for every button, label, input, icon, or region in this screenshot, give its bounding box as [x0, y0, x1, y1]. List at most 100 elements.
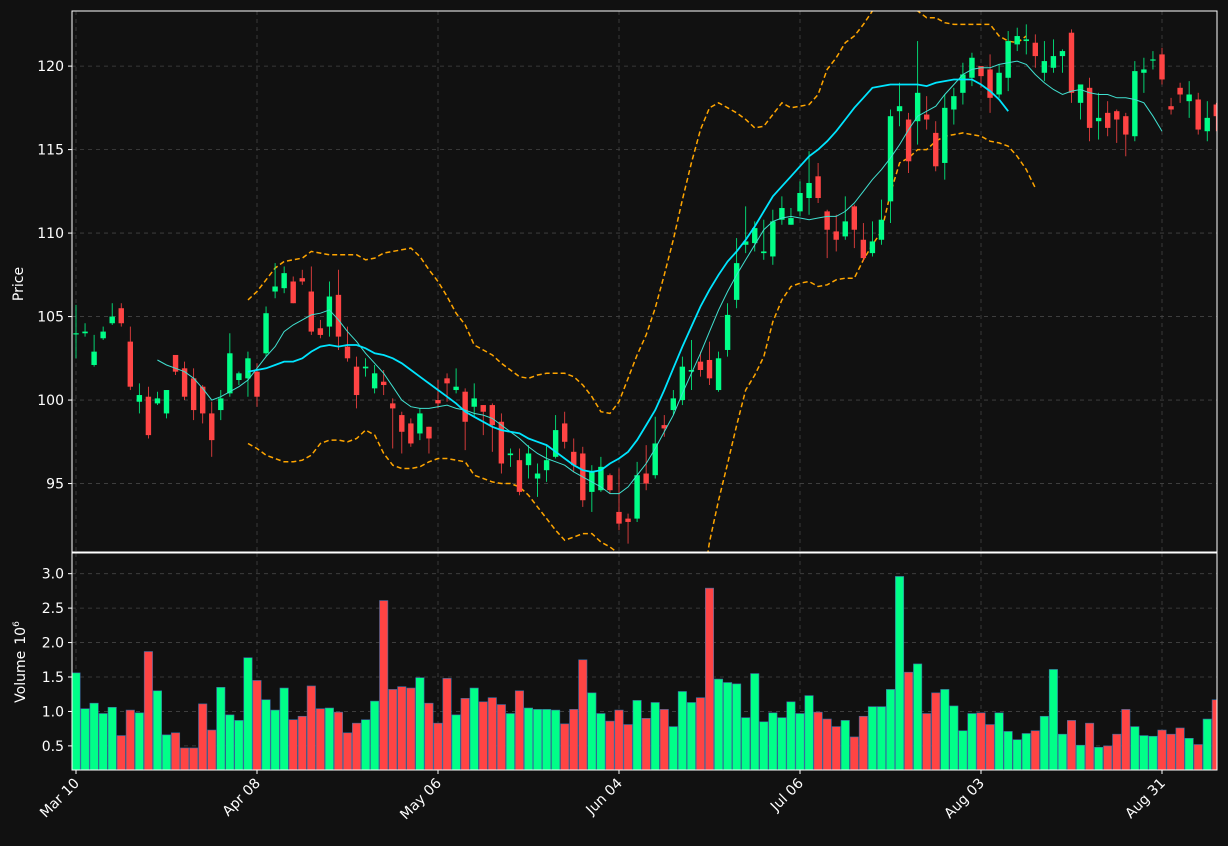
candle-body: [344, 346, 351, 359]
candle-body: [127, 341, 133, 387]
candle-body: [371, 373, 378, 389]
candle-body: [163, 390, 170, 414]
candle-body: [815, 176, 821, 199]
candle-body: [1204, 117, 1210, 132]
candle-body: [896, 106, 903, 112]
volume-tick-label: 0.5: [42, 739, 64, 755]
volume-axis-label: Volume 106: [12, 621, 29, 703]
candle-body: [571, 451, 577, 466]
volume-bar: [1003, 731, 1013, 770]
volume-bar: [623, 724, 633, 770]
volume-bar: [315, 708, 325, 770]
volume-bar: [116, 735, 126, 770]
candle-body: [145, 396, 152, 436]
price-tick-label: 110: [37, 226, 64, 242]
candle-body: [652, 443, 658, 476]
volume-bar: [80, 708, 90, 770]
candle-body: [878, 219, 885, 240]
volume-bar: [442, 678, 452, 770]
candle-body: [933, 132, 939, 167]
volume-bar: [433, 722, 443, 770]
candle-body: [1213, 104, 1217, 117]
candle-body: [761, 251, 767, 254]
volume-bar: [234, 720, 244, 770]
volume-label-exponent-power: 6: [12, 621, 22, 627]
price-tick-label: 120: [37, 59, 64, 75]
candle-body: [1177, 87, 1183, 95]
volume-bar: [741, 717, 751, 770]
candle-body: [670, 398, 676, 411]
moving-averages: [157, 60, 1163, 495]
volume-bar: [361, 719, 371, 770]
volume-bar: [352, 722, 362, 770]
candle-body: [743, 241, 749, 245]
volume-bar: [1130, 726, 1140, 770]
candle-body: [1195, 99, 1201, 130]
candle-body: [1014, 36, 1020, 45]
volume-bar: [252, 680, 262, 770]
candle-body: [1168, 106, 1174, 110]
volume-bar: [1193, 744, 1203, 770]
volume-bar: [632, 700, 642, 770]
volume-bar: [967, 713, 977, 770]
volume-bar: [976, 712, 986, 770]
volume-bar: [288, 719, 298, 770]
candle-body: [426, 426, 432, 439]
volume-bar: [1085, 722, 1095, 770]
volume-bar: [1030, 730, 1040, 770]
candle-body: [752, 228, 758, 244]
candle-body: [136, 395, 143, 402]
volume-bar: [777, 717, 787, 770]
candle-body: [842, 221, 848, 237]
volume-bar: [1148, 735, 1158, 770]
volume-bar: [134, 712, 144, 770]
volume-bar: [994, 712, 1004, 770]
candle-body: [181, 368, 188, 397]
volume-bar: [958, 730, 968, 770]
volume-bars: [72, 576, 1217, 770]
volume-bar: [949, 705, 959, 770]
volume-bar: [614, 709, 624, 770]
candle-body: [109, 316, 115, 324]
candle-body: [381, 381, 387, 386]
candle-body: [643, 473, 649, 484]
volume-tick-label: 2.5: [42, 601, 64, 617]
volume-bar: [306, 685, 316, 770]
volume-bar: [596, 713, 606, 770]
candle-body: [100, 331, 106, 339]
volume-bar: [207, 729, 217, 770]
volume-bar: [478, 701, 488, 770]
volume-bar: [931, 692, 941, 770]
candle-body: [1059, 51, 1066, 57]
volume-bar: [1157, 729, 1167, 770]
candle-body: [887, 116, 894, 202]
candle-body: [254, 371, 260, 397]
candle-body: [272, 286, 278, 292]
volume-bar: [867, 706, 877, 770]
volume-bar: [216, 687, 226, 770]
candle-body: [408, 423, 414, 444]
candle-body: [634, 475, 640, 519]
candle-body: [525, 453, 532, 466]
volume-bar: [143, 651, 153, 770]
candle-body: [498, 421, 505, 464]
volume-bar: [460, 698, 470, 770]
volume-bar: [496, 704, 506, 770]
volume-bar: [89, 702, 99, 770]
candle-body: [209, 413, 215, 441]
candle-body: [1159, 54, 1165, 80]
volume-bar: [107, 707, 117, 770]
candle-body: [1032, 42, 1038, 57]
candle-body: [562, 423, 568, 442]
candle-body: [362, 366, 369, 369]
candle-body: [679, 366, 686, 401]
candle-body: [227, 353, 233, 394]
volume-bar: [324, 707, 334, 770]
volume-bar: [171, 732, 181, 770]
volume-bar: [822, 718, 832, 770]
candle-body: [444, 378, 450, 384]
price-tick-label: 105: [37, 310, 64, 326]
candle-body: [390, 403, 396, 409]
candle-body: [154, 398, 161, 404]
